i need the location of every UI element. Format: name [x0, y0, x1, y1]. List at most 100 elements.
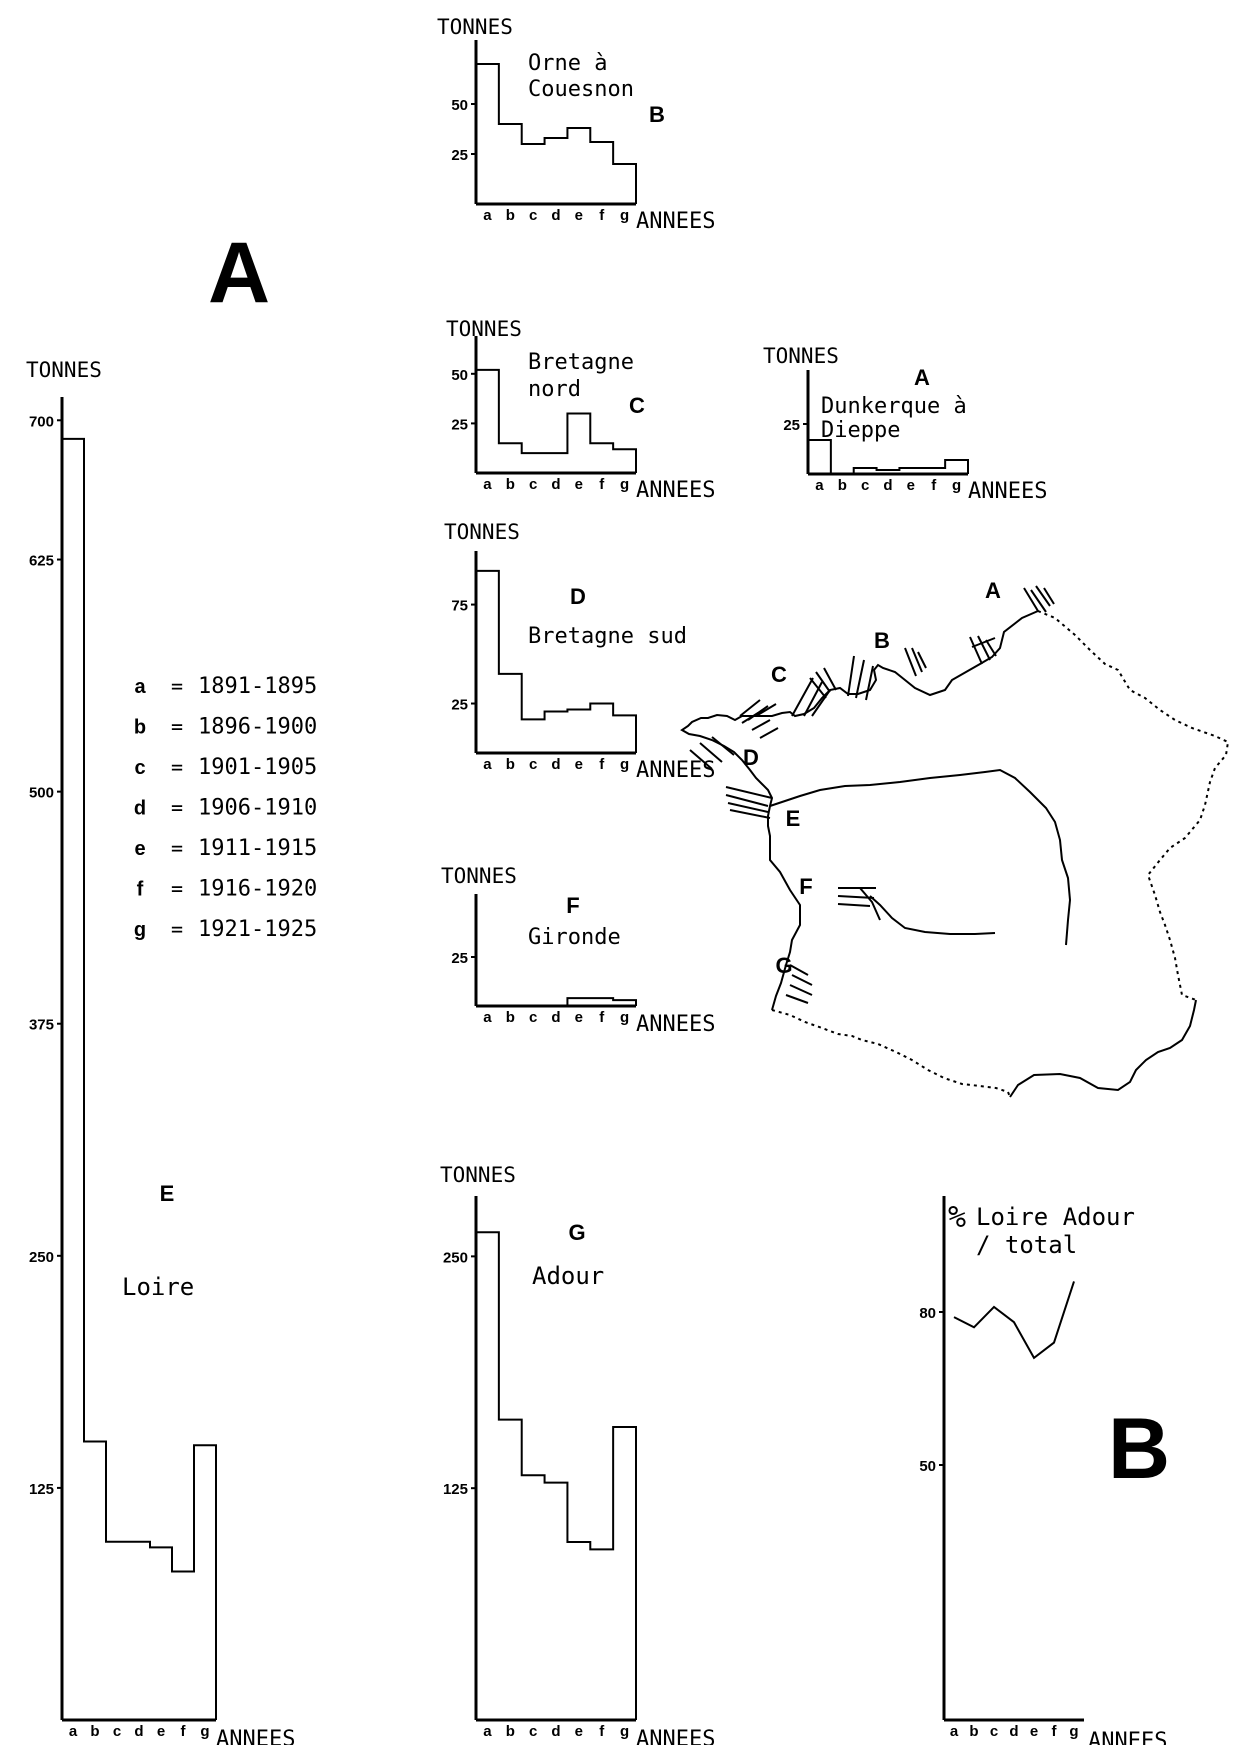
chart-title: Dieppe — [821, 418, 900, 443]
bar-e — [567, 1542, 590, 1720]
bar-g — [613, 715, 636, 753]
legend-years: 1906-1910 — [198, 796, 317, 821]
x-axis-label: ANNEES — [636, 1727, 715, 1745]
legend-equals: = — [171, 877, 183, 901]
x-tick-label: f — [181, 1723, 187, 1740]
x-tick-label: c — [529, 1723, 537, 1740]
chart-adour: 125 250 a b c d e f g ANNEES TONNES Adour G — [440, 1163, 715, 1745]
y-tick-label: 50 — [451, 97, 468, 114]
y-tick-label: 250 — [29, 1249, 54, 1266]
y-tick-label: 75 — [451, 598, 468, 615]
y-tick-label: 250 — [443, 1249, 468, 1266]
map-label: E — [786, 806, 801, 831]
y-tick-label: 700 — [29, 413, 54, 430]
bar-e — [567, 128, 590, 204]
x-axis-label: ANNEES — [636, 758, 715, 783]
chart-title: Loire Adour — [976, 1203, 1135, 1231]
x-tick-label: f — [599, 476, 605, 493]
x-tick-label: e — [575, 207, 583, 224]
x-tick-label: e — [1030, 1723, 1038, 1740]
chart-bretagne-sud: 25 75 a b c d e f g ANNEES TONNES Bretagne sud D — [444, 520, 715, 783]
legend-equals: = — [171, 715, 183, 739]
france-coast-map: A B C D E F G — [680, 578, 1230, 1098]
chart-gironde: 25 a b c d e f g ANNEES TONNES Gironde F — [441, 864, 715, 1037]
legend-years: 1901-1905 — [198, 755, 317, 780]
legend-equals: = — [171, 917, 183, 941]
period-legend: a = 1891-1895 b = 1896-1900 c = 1901-1905 d = 1906-… — [134, 674, 317, 942]
y-tick-label: 50 — [451, 367, 468, 384]
y-axis-label: TONNES — [440, 1163, 516, 1187]
bar-c — [522, 719, 545, 753]
bar-outline — [476, 1231, 637, 1720]
x-tick-label: g — [1069, 1723, 1078, 1740]
bar-e — [567, 413, 590, 473]
x-tick-label: a — [483, 1723, 492, 1740]
x-axis-label: ANNEES — [968, 479, 1047, 504]
x-tick-label: f — [599, 756, 605, 773]
y-tick-label: 500 — [29, 785, 54, 802]
y-tick-label: 80 — [919, 1305, 936, 1322]
x-tick-label: f — [931, 477, 937, 494]
x-tick-label: a — [950, 1723, 959, 1740]
region-letter: A — [914, 365, 930, 390]
map-label: D — [743, 745, 759, 770]
x-axis-label: ANNEES — [1088, 1729, 1167, 1745]
legend-equals: = — [171, 836, 183, 860]
bar-g — [613, 449, 636, 473]
chart-title: Bretagne — [528, 350, 634, 375]
bar-c — [522, 1475, 545, 1720]
y-tick-label: 25 — [451, 950, 468, 967]
x-tick-label: b — [506, 207, 515, 224]
legend-key: g — [134, 919, 146, 941]
bar-d — [545, 711, 568, 753]
x-tick-label: g — [620, 1723, 629, 1740]
x-tick-label: b — [506, 756, 515, 773]
x-tick-label: e — [575, 1723, 583, 1740]
y-axis-label: % — [948, 1200, 966, 1235]
legend-years: 1911-1915 — [198, 836, 317, 861]
chart-title: / total — [976, 1231, 1077, 1259]
x-tick-label: a — [815, 477, 824, 494]
bar-d — [545, 138, 568, 204]
bar-c — [522, 453, 545, 473]
x-tick-label: c — [113, 1723, 121, 1740]
chart-title: Adour — [532, 1262, 604, 1290]
y-axis-label: TONNES — [444, 520, 520, 544]
bar-outline — [808, 439, 969, 475]
x-tick-label: d — [883, 477, 892, 494]
x-axis-label: ANNEES — [636, 478, 715, 503]
x-axis-label: ANNEES — [636, 209, 715, 234]
y-tick-label: 50 — [919, 1458, 936, 1475]
map-label: A — [985, 578, 1001, 603]
x-tick-label: b — [969, 1723, 978, 1740]
x-tick-label: c — [529, 1009, 537, 1026]
region-letter: B — [649, 102, 665, 127]
map-label: B — [874, 628, 890, 653]
x-tick-label: c — [861, 477, 869, 494]
map-label: C — [771, 662, 787, 687]
map-river-loire — [769, 768, 1072, 946]
map-coastline — [680, 610, 1039, 1011]
x-tick-label: a — [483, 207, 492, 224]
bar-outline — [476, 569, 637, 753]
x-tick-label: c — [990, 1723, 998, 1740]
bar-g — [945, 460, 968, 474]
y-tick-label: 25 — [451, 416, 468, 433]
bar-d — [128, 1542, 150, 1720]
bar-d — [545, 453, 568, 473]
region-letter: F — [566, 893, 579, 918]
y-axis-label: TONNES — [26, 358, 102, 382]
map-sector-hatches — [689, 585, 1055, 1004]
bar-outline — [476, 997, 637, 1007]
series-line — [953, 1281, 1075, 1360]
map-river-gironde — [869, 895, 996, 935]
y-tick-label: 25 — [451, 697, 468, 714]
region-letter: E — [160, 1181, 175, 1206]
legend-key: e — [134, 838, 145, 860]
x-tick-label: g — [620, 207, 629, 224]
map-land-border — [1037, 610, 1230, 1001]
